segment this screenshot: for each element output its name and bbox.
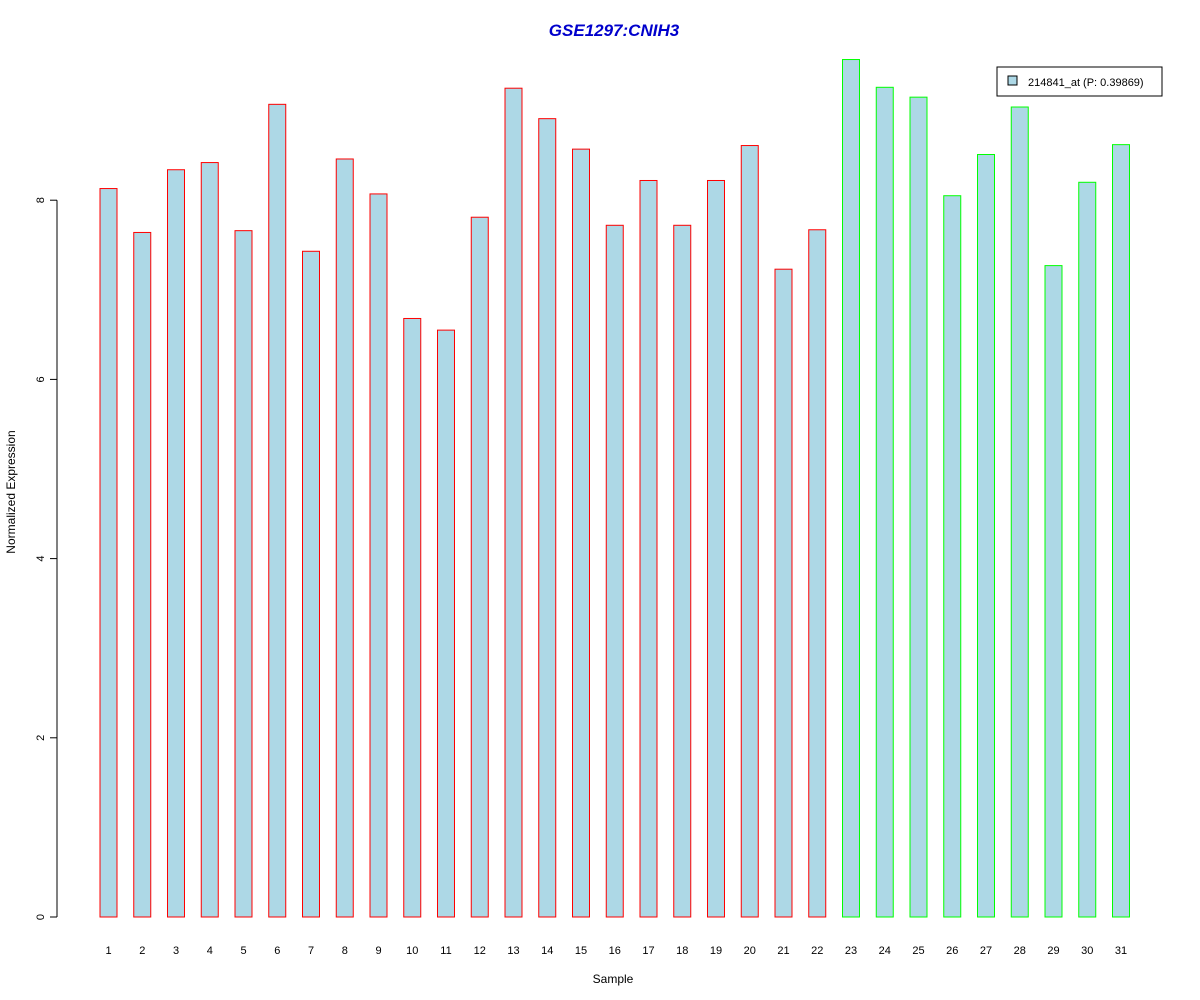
x-tick-label: 12 [474, 945, 486, 957]
x-tick-label: 27 [980, 945, 992, 957]
bar-sample-26 [943, 195, 962, 918]
x-tick-label: 15 [575, 945, 587, 957]
x-tick-label: 16 [609, 945, 621, 957]
x-tick-label: 5 [240, 945, 246, 957]
bar-sample-29 [1044, 265, 1063, 918]
legend-label: 214841_at (P: 0.39869) [1028, 77, 1144, 89]
y-axis-label: Normalized Expression [4, 430, 18, 553]
x-tick-label: 1 [105, 945, 111, 957]
x-tick-label: 6 [274, 945, 280, 957]
bar-sample-12 [470, 216, 489, 918]
bar-sample-22 [808, 229, 827, 918]
x-tick-label: 4 [207, 945, 213, 957]
bar-sample-21 [774, 268, 793, 918]
bar-sample-5 [234, 230, 253, 918]
x-tick-labels: 1 2 3 4 5 6 7 8 9 10 11 12 13 14 15 16 17 18 19 20 21 22 23 24 2… [105, 945, 1127, 957]
bar-sample-14 [538, 118, 557, 918]
y-tick-label: 2 [35, 735, 47, 741]
x-tick-label: 10 [406, 945, 418, 957]
bar-sample-10 [403, 317, 422, 918]
x-tick-label: 21 [777, 945, 789, 957]
bars-group [99, 59, 1130, 918]
x-tick-label: 2 [139, 945, 145, 957]
x-tick-label: 31 [1115, 945, 1127, 957]
x-tick-label: 20 [744, 945, 756, 957]
bar-sample-8 [335, 158, 354, 918]
bar-sample-23 [842, 59, 860, 918]
legend-swatch [1007, 75, 1018, 86]
bar-sample-1 [99, 188, 118, 918]
bar-sample-15 [572, 148, 590, 918]
bar-sample-17 [639, 179, 658, 918]
x-tick-label: 13 [507, 945, 519, 957]
bar-sample-24 [875, 86, 894, 918]
x-tick-label: 29 [1047, 945, 1059, 957]
x-tick-label: 30 [1081, 945, 1093, 957]
bar-sample-3 [167, 169, 185, 918]
y-tick-label: 6 [35, 376, 47, 382]
bar-sample-2 [133, 231, 152, 918]
legend-box [996, 66, 1163, 97]
bar-sample-18 [673, 224, 692, 918]
y-tick-label: 8 [35, 197, 47, 203]
bar-sample-4 [200, 162, 219, 918]
bar-sample-27 [977, 154, 995, 918]
bar-sample-11 [437, 329, 455, 918]
x-tick-label: 22 [811, 945, 823, 957]
y-tick-label: 0 [35, 914, 47, 920]
x-tick-label: 8 [342, 945, 348, 957]
x-tick-label: 26 [946, 945, 958, 957]
bar-sample-31 [1112, 144, 1130, 918]
x-tick-label: 3 [173, 945, 179, 957]
bar-sample-7 [302, 250, 320, 918]
bar-sample-13 [504, 87, 523, 918]
x-tick-label: 19 [710, 945, 722, 957]
legend: 214841_at (P: 0.39869) [996, 66, 1163, 97]
x-tick-label: 17 [642, 945, 654, 957]
bar-sample-25 [909, 96, 928, 918]
bar-sample-20 [740, 145, 759, 918]
bar-sample-30 [1078, 181, 1097, 918]
chart-title: GSE1297:CNIH3 [549, 21, 680, 40]
x-tick-label: 11 [440, 945, 451, 957]
bar-sample-6 [268, 103, 287, 918]
x-tick-label: 23 [845, 945, 857, 957]
bar-sample-9 [369, 193, 388, 918]
y-axis: 0 2 4 6 8 [35, 197, 58, 920]
x-axis-label: Sample [593, 972, 634, 986]
bar-sample-28 [1010, 106, 1029, 918]
x-tick-label: 25 [912, 945, 924, 957]
x-tick-label: 9 [375, 945, 381, 957]
bar-sample-19 [707, 179, 725, 918]
x-tick-label: 14 [541, 945, 553, 957]
x-tick-label: 28 [1014, 945, 1026, 957]
bar-sample-16 [605, 224, 624, 918]
x-tick-label: 7 [308, 945, 314, 957]
x-tick-label: 18 [676, 945, 688, 957]
y-tick-label: 4 [35, 556, 47, 562]
x-tick-label: 24 [879, 945, 891, 957]
